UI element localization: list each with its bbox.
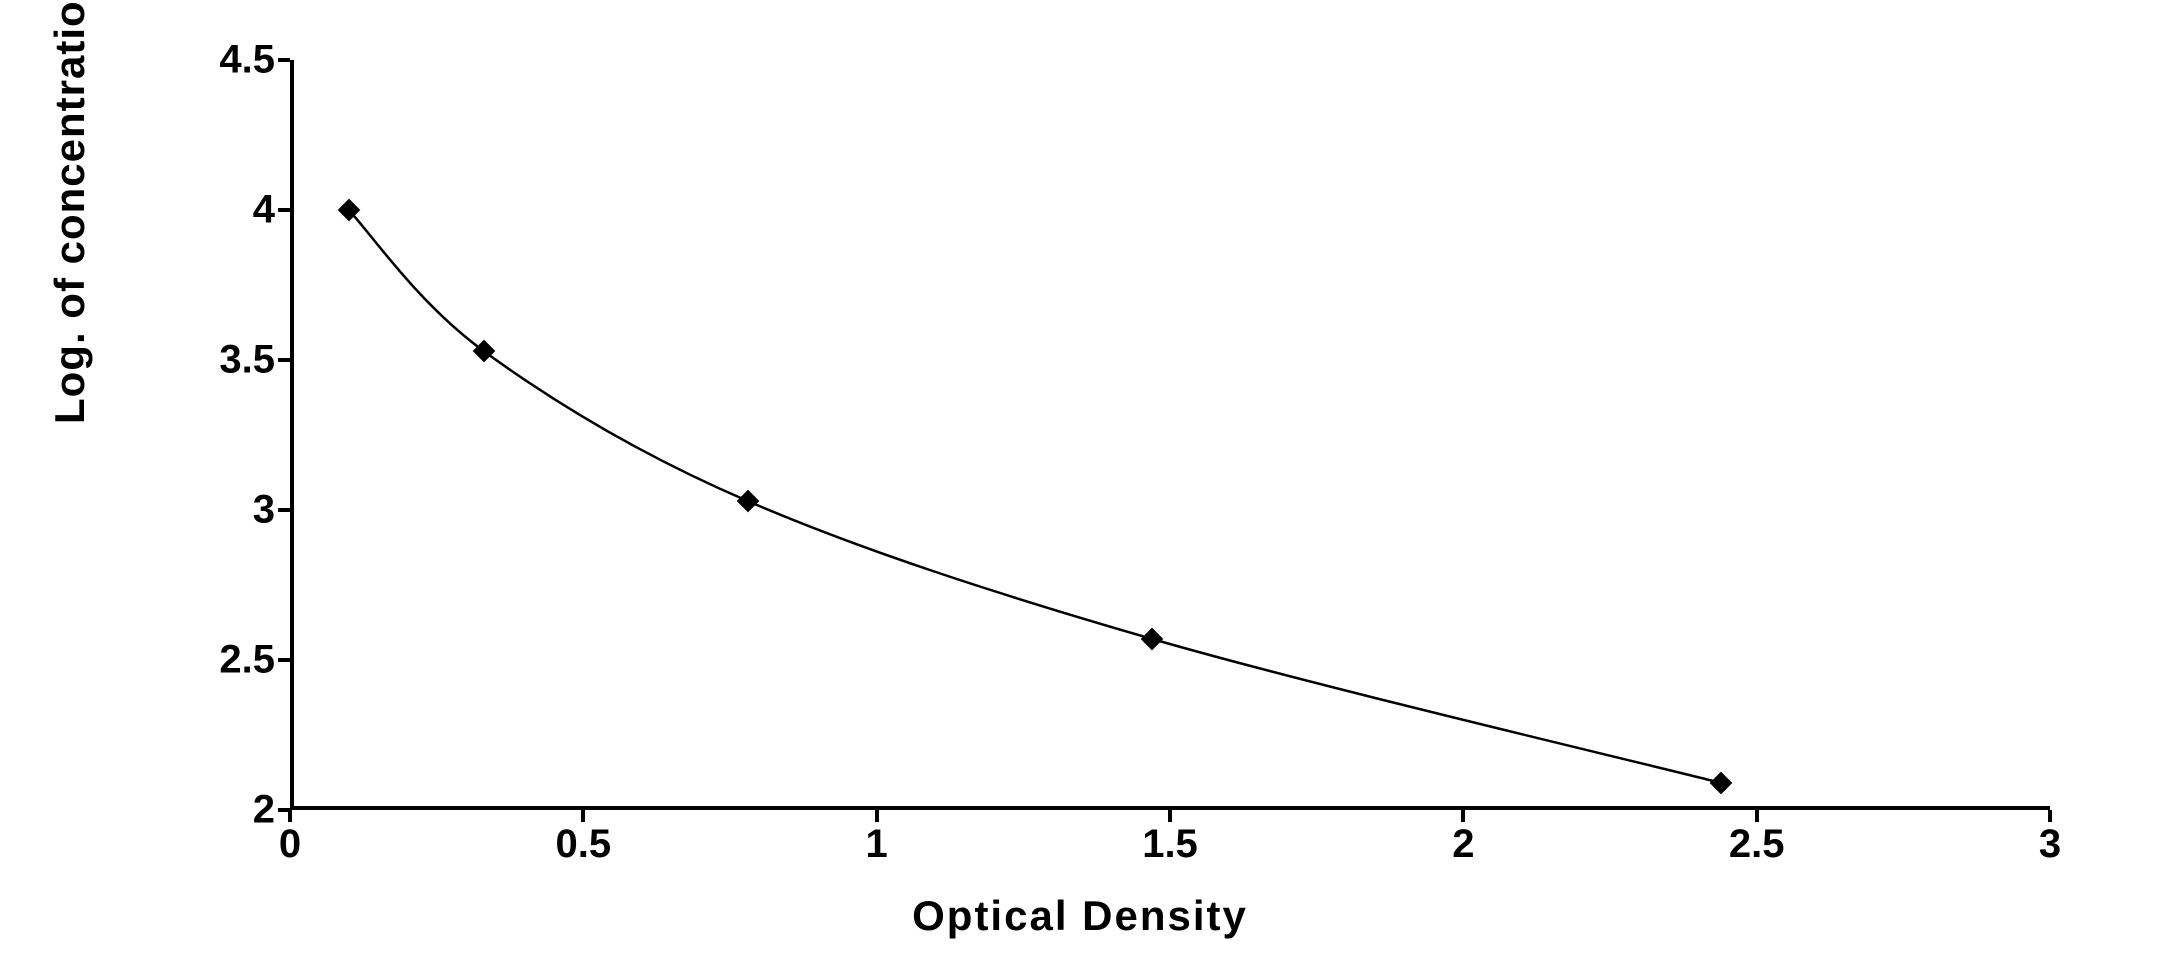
y-tick: [278, 508, 290, 512]
x-tick: [288, 810, 292, 822]
y-tick-label: 2.5: [219, 638, 275, 683]
y-tick: [278, 208, 290, 212]
x-axis-label: Optical Density: [912, 892, 1248, 940]
x-tick-label: 2.5: [1729, 822, 1785, 867]
x-tick: [581, 810, 585, 822]
x-tick: [1461, 810, 1465, 822]
y-axis-label: Log. of concentration: [46, 0, 94, 424]
y-tick-label: 3: [253, 488, 275, 533]
x-tick-label: 1: [866, 822, 888, 867]
plot-area: 22.533.544.500.511.522.53: [290, 60, 2050, 810]
line-curve: [290, 60, 2050, 810]
x-tick: [1168, 810, 1172, 822]
x-tick-label: 3: [2039, 822, 2061, 867]
y-tick: [278, 658, 290, 662]
x-tick: [1755, 810, 1759, 822]
x-tick: [875, 810, 879, 822]
x-tick-label: 0: [279, 822, 301, 867]
x-tick: [2048, 810, 2052, 822]
x-tick-label: 0.5: [556, 822, 612, 867]
y-tick-label: 3.5: [219, 338, 275, 383]
y-tick-label: 2: [253, 788, 275, 833]
x-tick-label: 1.5: [1142, 822, 1198, 867]
y-tick: [278, 358, 290, 362]
y-tick-label: 4.5: [219, 38, 275, 83]
y-tick: [278, 58, 290, 62]
chart-container: Log. of concentration Optical Density 22…: [90, 40, 2070, 930]
y-tick-label: 4: [253, 188, 275, 233]
x-tick-label: 2: [1452, 822, 1474, 867]
